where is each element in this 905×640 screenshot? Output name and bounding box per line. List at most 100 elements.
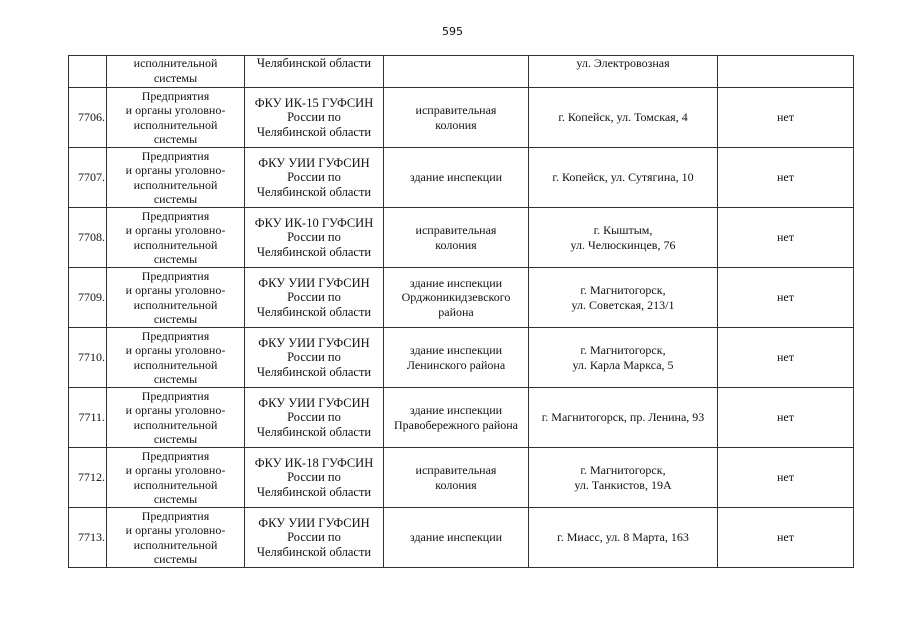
sector-cell-line: исполнительной	[133, 537, 218, 552]
organization-cell-line: ФКУ ИК-15 ГУФСИН	[254, 95, 374, 110]
object-type-cell: исправительная колония	[383, 87, 529, 148]
organization-cell-line: Челябинской области	[256, 124, 372, 139]
table-row: 7711. Предприятия и органы уголовно-исполн…	[68, 387, 854, 448]
object-type-cell: исправительная колония	[383, 447, 529, 508]
address-cell: г. Магнитогорск, ул. Карла Маркса, 5	[528, 327, 718, 388]
sector-cell-line: и органы уголовно-	[125, 283, 226, 297]
table-row: исполнительной системы Челябинской области…	[68, 55, 854, 88]
sector-cell-line: Предприятия	[141, 148, 210, 163]
object-type-cell	[383, 55, 529, 88]
sector-cell-line: Предприятия	[141, 508, 210, 523]
organization-cell-line: ФКУ ИК-18 ГУФСИН	[254, 455, 374, 470]
objects-table: исполнительной системы Челябинской области…	[68, 55, 854, 568]
organization-cell-line: России по	[287, 290, 341, 305]
sector-cell-line: исполнительной	[133, 56, 218, 71]
row-number: 7709.	[68, 267, 107, 328]
sector-cell-line: системы	[153, 192, 198, 206]
object-type-cell-line: здание инспекции	[409, 403, 503, 417]
object-type-cell: здание инспекции Ленинского района	[383, 327, 529, 388]
sector-cell-line: Предприятия	[141, 448, 210, 463]
row-number	[68, 55, 107, 88]
organization-cell-line: России по	[287, 110, 341, 125]
organization-cell-line: ФКУ УИИ ГУФСИН	[258, 395, 370, 410]
table-row: 7710. Предприятия и органы уголовно-исполн…	[68, 327, 854, 388]
object-type-cell-line: колония	[435, 117, 477, 132]
organization-cell: ФКУ ИК-10 ГУФСИН России по Челябинской обл…	[244, 207, 384, 268]
organization-cell: ФКУ ИК-15 ГУФСИН России по Челябинской обл…	[244, 87, 384, 148]
organization-cell-line: России по	[287, 530, 341, 545]
sector-cell-line: системы	[153, 132, 198, 146]
address-cell-line: ул. Советская, 213/1	[571, 297, 675, 312]
object-type-cell-line: здание инспекции	[409, 343, 503, 357]
object-type-cell-line: Орджоникидзевского	[401, 290, 511, 305]
object-type-cell: здание инспекции Правобережного района	[383, 387, 529, 448]
address-cell: г. Магнитогорск, ул. Советская, 213/1	[528, 267, 718, 328]
address-cell-line: г. Магнитогорск,	[580, 343, 666, 357]
object-type-cell-line: Ленинского района	[406, 357, 506, 372]
note-cell: нет	[717, 147, 854, 208]
object-type-cell-line: исправительная	[415, 463, 497, 477]
sector-cell-line: Предприятия	[141, 88, 210, 103]
organization-cell-line: России по	[287, 350, 341, 365]
organization-cell-line: ФКУ УИИ ГУФСИН	[258, 275, 370, 290]
organization-cell-line: Челябинской области	[256, 184, 372, 199]
address-cell-line: г. Магнитогорск,	[580, 463, 666, 477]
organization-cell: ФКУ УИИ ГУФСИН России по Челябинской облас…	[244, 327, 384, 388]
sector-cell-line: исполнительной	[133, 237, 218, 252]
object-type-cell-line: исправительная	[415, 103, 497, 117]
note-cell: нет	[717, 387, 854, 448]
address-cell: г. Копейск, ул. Томская, 4	[528, 87, 718, 148]
row-number: 7713.	[68, 507, 107, 568]
sector-cell-line: и органы уголовно-	[125, 403, 226, 417]
organization-cell-line: Челябинской области	[256, 304, 372, 319]
organization-cell-line: Челябинской области	[256, 424, 372, 439]
organization-cell: ФКУ УИИ ГУФСИН России по Челябинской облас…	[244, 507, 384, 568]
address-cell-line: г. Магнитогорск,	[580, 283, 666, 297]
page-number: 595	[442, 25, 463, 38]
address-cell-line: г. Копейск, ул. Сутягина, 10	[552, 170, 694, 185]
object-type-cell-line: колония	[435, 237, 477, 252]
object-type-cell: здание инспекции	[383, 507, 529, 568]
sector-cell: Предприятия и органы уголовно-исполнитель…	[106, 87, 245, 148]
sector-cell: Предприятия и органы уголовно-исполнитель…	[106, 447, 245, 508]
object-type-cell: исправительная колония	[383, 207, 529, 268]
organization-cell: ФКУ УИИ ГУФСИН России по Челябинской облас…	[244, 267, 384, 328]
row-number: 7707.	[68, 147, 107, 208]
organization-cell-line: Челябинской области	[256, 244, 372, 259]
sector-cell-line: исполнительной	[133, 477, 218, 492]
sector-cell-line: Предприятия	[141, 328, 210, 343]
object-type-cell: здание инспекции Орджоникидзевского района	[383, 267, 529, 328]
address-cell: г. Миасс, ул. 8 Марта, 163	[528, 507, 718, 568]
sector-cell-line: Предприятия	[141, 388, 210, 403]
address-cell-line: г. Кыштым,	[593, 223, 653, 237]
table-row: 7706. Предприятия и органы уголовно-исполн…	[68, 87, 854, 148]
sector-cell-line: системы	[153, 492, 198, 506]
table-row: 7707. Предприятия и органы уголовно-исполн…	[68, 147, 854, 208]
organization-cell-line: ФКУ УИИ ГУФСИН	[258, 155, 370, 170]
sector-cell-line: и органы уголовно-	[125, 103, 226, 117]
organization-cell-line: России по	[287, 170, 341, 185]
table-row: 7708. Предприятия и органы уголовно-исполн…	[68, 207, 854, 268]
note-cell: нет	[717, 267, 854, 328]
organization-cell-line: Челябинской области	[256, 544, 372, 559]
table-row: 7712. Предприятия и органы уголовно-исполн…	[68, 447, 854, 508]
note-cell	[717, 55, 854, 88]
address-cell-line: ул. Карла Маркса, 5	[572, 357, 674, 372]
object-type-cell-line: района	[438, 304, 474, 319]
address-cell: г. Магнитогорск, пр. Ленина, 93	[528, 387, 718, 448]
address-cell-line: г. Миасс, ул. 8 Марта, 163	[557, 530, 689, 545]
table-row: 7709. Предприятия и органы уголовно-исполн…	[68, 267, 854, 328]
row-number: 7711.	[68, 387, 107, 448]
object-type-cell-line: исправительная	[415, 223, 497, 237]
organization-cell: Челябинской области	[244, 55, 384, 88]
organization-cell-line: России по	[287, 230, 341, 245]
sector-cell-line: и органы уголовно-	[125, 463, 226, 477]
address-cell: г. Кыштым, ул. Челюскинцев, 76	[528, 207, 718, 268]
object-type-cell-line: колония	[435, 477, 477, 492]
address-cell-line: г. Магнитогорск, пр. Ленина, 93	[541, 410, 705, 425]
table-row: 7713. Предприятия и органы уголовно-исполн…	[68, 507, 854, 568]
sector-cell-line: исполнительной	[133, 357, 218, 372]
sector-cell-line: системы	[153, 432, 198, 446]
organization-cell: ФКУ УИИ ГУФСИН России по Челябинской облас…	[244, 147, 384, 208]
note-cell: нет	[717, 87, 854, 148]
